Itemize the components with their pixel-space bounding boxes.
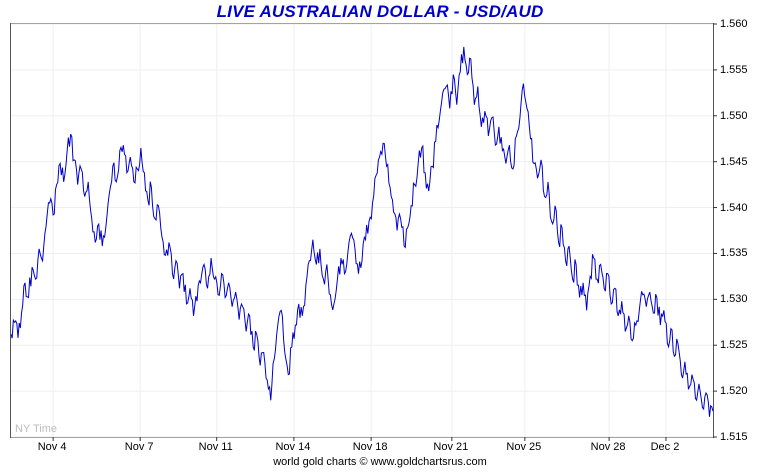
y-tick-label: 1.560	[720, 18, 748, 30]
y-tick-label: 1.545	[720, 155, 748, 168]
ny-time-label: NY Time	[15, 423, 57, 435]
y-axis: 1.560 1.555 1.550 1.545 1.540 1.535 1.530 1.525…	[720, 18, 760, 443]
y-tick-label: 1.535	[720, 247, 748, 260]
y-tick-label: 1.520	[720, 385, 748, 398]
y-tick-label: 1.530	[720, 293, 748, 306]
x-tick-label: Nov 4	[37, 441, 67, 453]
x-tick-label: Nov 7	[124, 441, 154, 453]
y-tick-label: 1.540	[720, 201, 748, 214]
x-tick-label: Nov 25	[506, 441, 542, 453]
plot-area: NY Time	[10, 23, 717, 441]
y-tick-label: 1.515	[720, 431, 748, 443]
y-tick-label: 1.555	[720, 63, 748, 76]
chart-title: LIVE AUSTRALIAN DOLLAR - USD/AUD	[216, 2, 544, 21]
x-tick-label: Dec 2	[650, 441, 680, 453]
x-tick-label: Nov 28	[590, 441, 626, 453]
x-axis: Nov 4 Nov 7 Nov 11 Nov 14 Nov 18 Nov 21 Nov 25…	[10, 441, 712, 455]
x-tick-label: Nov 18	[352, 441, 388, 453]
x-tick-label: Nov 11	[198, 441, 233, 453]
x-tick-label: Nov 21	[433, 441, 469, 453]
footer-credit: world gold charts © www.goldchartsrus.co…	[273, 456, 487, 468]
y-tick-label: 1.525	[720, 339, 748, 352]
x-tick-label: Nov 14	[275, 441, 311, 453]
price-line-chart	[10, 23, 717, 441]
y-tick-label: 1.550	[720, 109, 748, 122]
